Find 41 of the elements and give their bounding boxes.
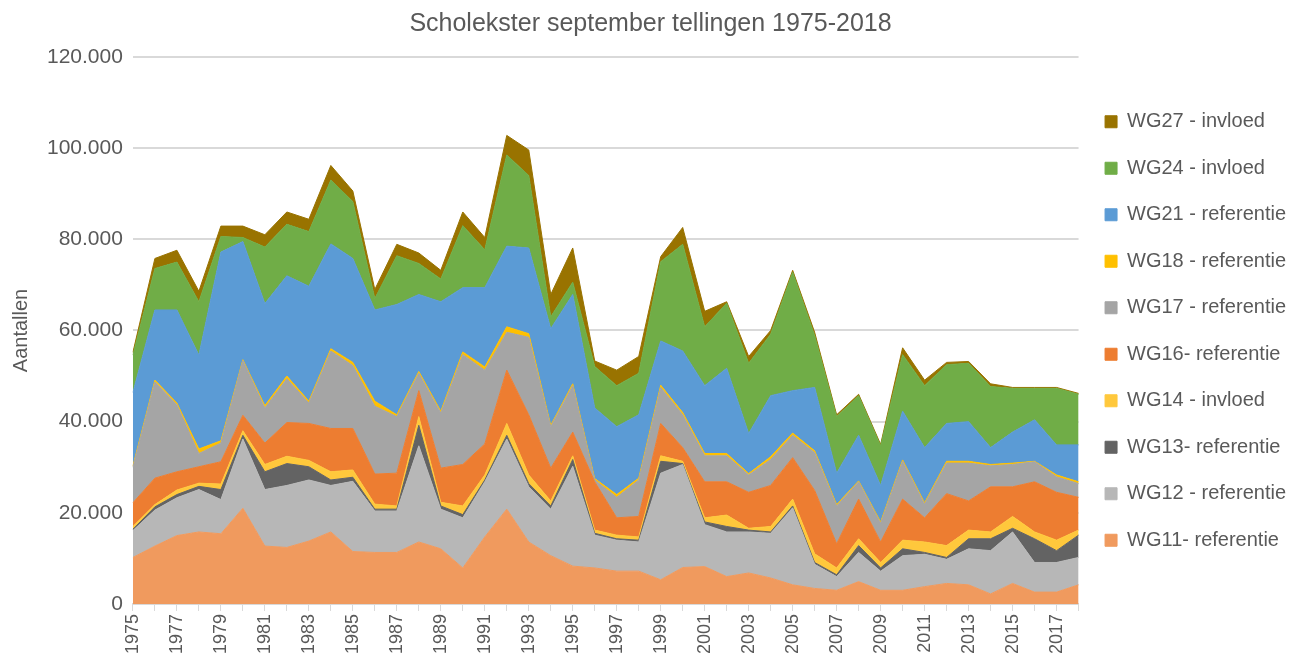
x-tick-label: 1977 <box>165 613 186 654</box>
x-tick-label: 1989 <box>429 613 450 654</box>
x-tick-label: 2003 <box>737 613 758 654</box>
y-tick-label: 40.000 <box>58 408 123 432</box>
x-tick-label: 1981 <box>253 613 274 654</box>
x-tick-label: 1997 <box>605 613 626 654</box>
legend-label: WG14 - invloed <box>1127 388 1265 411</box>
x-tick-label: 2007 <box>825 613 846 654</box>
legend-label: WG17 - referentie <box>1127 295 1287 318</box>
x-tick-label: 1993 <box>517 613 538 654</box>
y-tick-label: 80.000 <box>58 226 123 250</box>
legend-label: WG13- referentie <box>1127 434 1281 457</box>
x-tick-label: 1979 <box>209 613 230 654</box>
legend-label: WG21 - referentie <box>1127 202 1287 225</box>
x-tick-label: 2005 <box>781 613 802 654</box>
legend-label: WG27 - invloed <box>1127 109 1265 132</box>
legend-label: WG18 - referentie <box>1127 248 1287 271</box>
legend-label: WG16- referentie <box>1127 341 1281 364</box>
x-tick-label: 2009 <box>869 613 890 654</box>
y-tick-label: 60.000 <box>58 317 123 341</box>
y-tick-label: 0 <box>111 590 123 614</box>
legend-label: WG12 - referentie <box>1127 481 1287 504</box>
x-tick-label: 2001 <box>693 613 714 654</box>
x-tick-label: 2013 <box>957 613 978 654</box>
x-tick-label: 1987 <box>385 613 406 654</box>
x-tick-label: 1991 <box>473 613 494 654</box>
y-axis-title: Aantallen <box>8 288 31 373</box>
chart-title: Scholekster september tellingen 1975-2018 <box>409 7 892 36</box>
y-tick-label: 100.000 <box>46 134 123 158</box>
x-tick-label: 1995 <box>561 613 582 654</box>
x-tick-label: 1975 <box>121 613 142 654</box>
y-tick-label: 20.000 <box>58 499 123 523</box>
x-tick-label: 1999 <box>649 613 670 654</box>
x-tick-label: 2017 <box>1045 613 1066 654</box>
legend-label: WG11- referentie <box>1127 527 1279 550</box>
y-tick-label: 120.000 <box>46 43 123 67</box>
x-tick-label: 1983 <box>297 613 318 654</box>
x-tick-label: 2015 <box>1001 613 1022 654</box>
legend-label: WG24 - invloed <box>1127 155 1265 178</box>
x-tick-label: 2011 <box>913 613 934 653</box>
x-tick-label: 1985 <box>341 613 362 654</box>
